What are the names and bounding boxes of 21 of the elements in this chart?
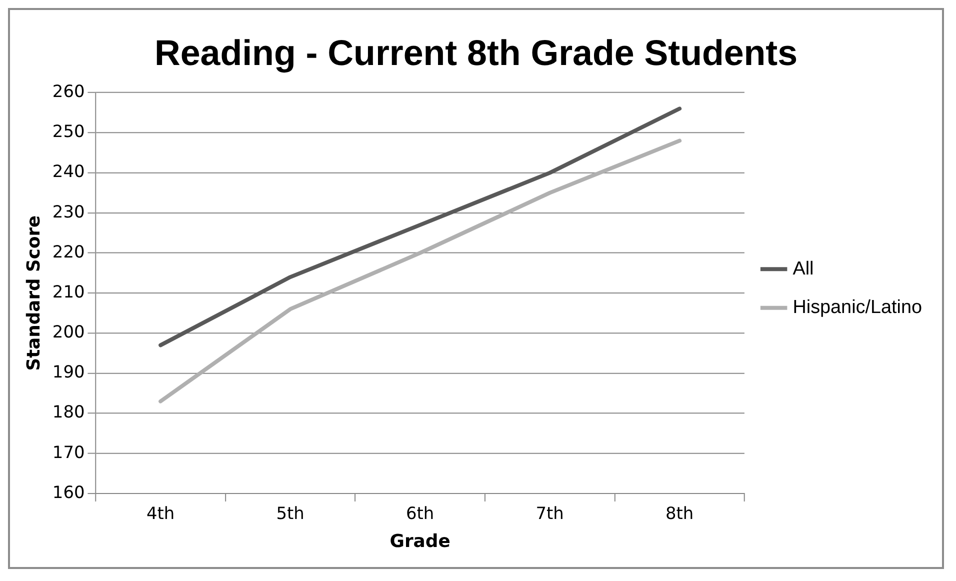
y-tick-label: 240 <box>52 161 85 182</box>
y-tick-label: 210 <box>52 281 85 302</box>
x-tick-label: 4th <box>146 502 175 523</box>
x-axis-title: Grade <box>390 531 450 552</box>
chart-title: Reading - Current 8th Grade Students <box>154 33 798 74</box>
y-tick-label: 180 <box>52 402 85 422</box>
x-tick-label: 5th <box>276 502 304 523</box>
x-tick-label: 8th <box>666 502 694 523</box>
y-tick-label: 200 <box>52 322 85 342</box>
y-tick-label: 220 <box>52 241 85 262</box>
y-tick-label: 160 <box>52 482 85 502</box>
legend-label: All <box>792 258 814 280</box>
y-tick-label: 230 <box>52 201 85 222</box>
y-tick-label: 250 <box>52 121 85 142</box>
y-tick-label: 260 <box>52 81 85 101</box>
x-tick-label: 6th <box>406 502 434 523</box>
legend-label: Hispanic/Latino <box>792 297 922 318</box>
x-tick-label: 7th <box>536 502 564 523</box>
y-tick-label: 190 <box>52 362 85 382</box>
y-axis-title: Standard Score <box>23 215 44 371</box>
y-tick-label: 170 <box>52 442 85 462</box>
